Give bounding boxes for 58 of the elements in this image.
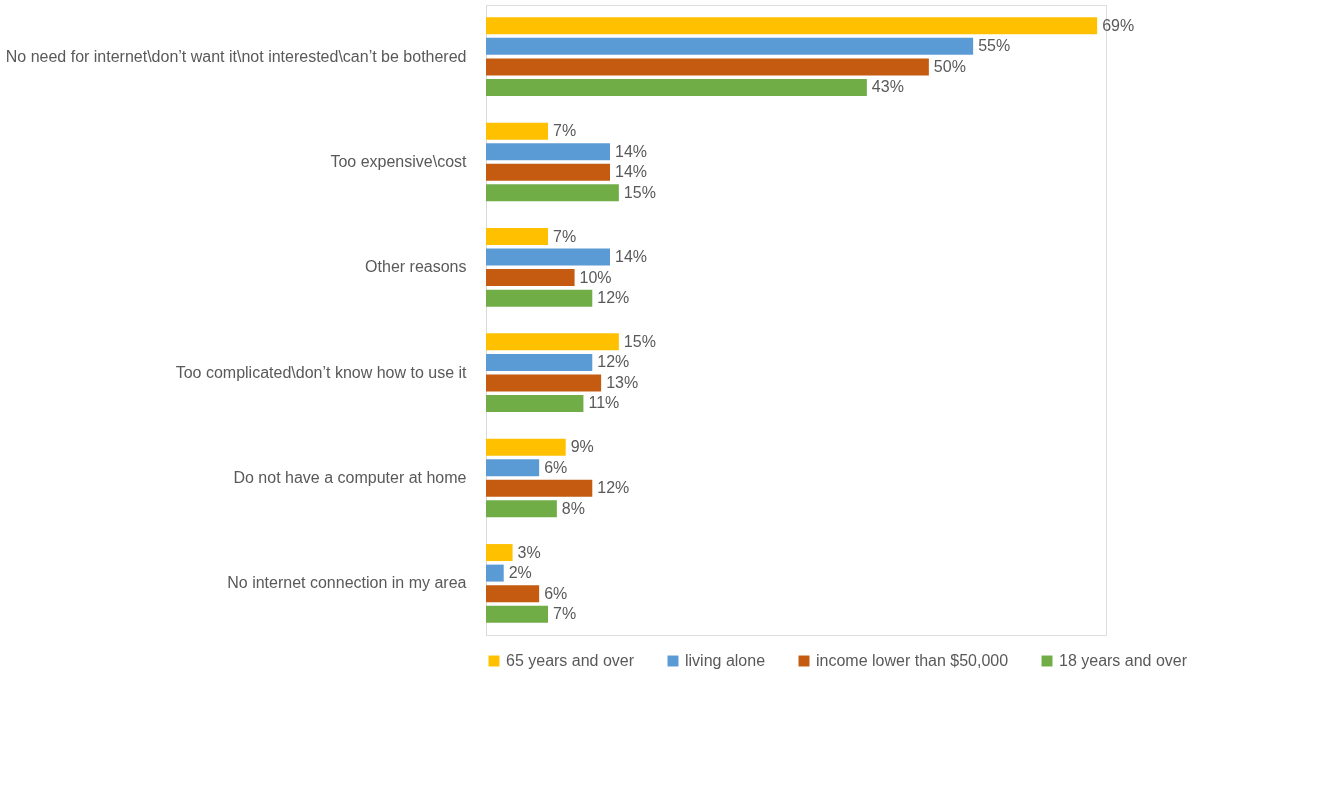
data-label: 12% <box>597 289 630 307</box>
data-label: 11% <box>588 394 620 412</box>
bar <box>486 544 513 562</box>
y-tick-label: Too complicated\don’t know how to use it <box>175 363 468 381</box>
data-label: 7% <box>553 122 577 140</box>
bar <box>486 143 610 161</box>
bar <box>486 438 566 456</box>
y-tick-label: No need for internet\don’t want it\not interested\can’t be bothered <box>5 47 467 65</box>
bar <box>486 163 610 181</box>
data-label: 7% <box>553 227 577 245</box>
data-label: 69% <box>1102 16 1135 34</box>
data-label: 10% <box>579 268 612 286</box>
bar <box>486 289 593 307</box>
bar <box>486 78 867 96</box>
y-tick-label: Too expensive\cost <box>330 152 468 170</box>
legend-label: 18 years and over <box>1059 652 1188 669</box>
data-label: 9% <box>570 438 594 456</box>
data-label: 13% <box>606 373 639 391</box>
bar <box>486 479 593 497</box>
bar <box>486 184 619 202</box>
bar <box>486 459 540 477</box>
bar <box>486 122 548 140</box>
y-tick-label: Do not have a computer at home <box>233 469 467 487</box>
bar <box>486 374 602 392</box>
bar <box>486 585 540 603</box>
bar <box>486 228 548 246</box>
data-label: 12% <box>597 353 630 371</box>
legend-label: living alone <box>685 652 766 669</box>
bar <box>486 17 1098 35</box>
legend-label: income lower than $50,000 <box>816 652 1009 669</box>
data-label: 43% <box>871 78 904 96</box>
data-label: 14% <box>615 163 648 181</box>
bar <box>486 564 504 582</box>
data-label: 8% <box>561 499 585 517</box>
bar <box>486 500 557 518</box>
bar <box>486 248 610 266</box>
bar <box>486 58 929 76</box>
y-tick-label: No internet connection in my area <box>227 574 467 592</box>
data-label: 15% <box>623 332 656 350</box>
data-label: 6% <box>544 584 568 602</box>
data-label: 55% <box>978 37 1011 55</box>
bar <box>486 605 548 623</box>
bar <box>486 353 593 371</box>
data-label: 6% <box>544 458 568 476</box>
bar <box>486 333 619 351</box>
bar <box>486 269 575 287</box>
data-label: 15% <box>623 183 656 201</box>
data-label: 3% <box>517 543 541 561</box>
legend-label: 65 years and over <box>506 652 635 669</box>
y-tick-label: Other reasons <box>365 258 467 276</box>
data-label: 14% <box>615 248 648 266</box>
bar <box>486 37 974 55</box>
data-label: 7% <box>553 605 577 623</box>
data-label: 50% <box>933 57 966 75</box>
data-label: 14% <box>615 142 648 160</box>
data-label: 12% <box>597 479 630 497</box>
bar <box>486 394 584 412</box>
data-label: 2% <box>508 564 532 582</box>
